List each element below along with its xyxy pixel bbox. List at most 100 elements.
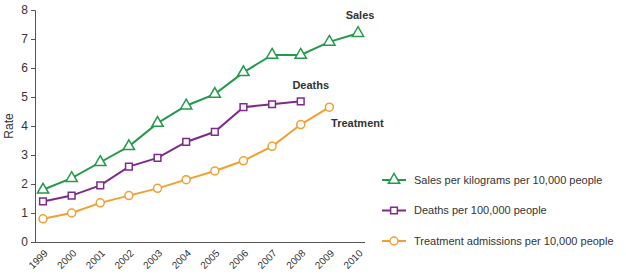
y-tick-mark [31, 242, 35, 243]
series-marker [152, 117, 163, 127]
series-marker [324, 35, 335, 45]
series-marker [269, 101, 276, 108]
y-tick-mark [31, 68, 35, 69]
x-tick: 2002 [112, 242, 136, 271]
x-tick: 2008 [284, 242, 308, 271]
y-tick-mark [31, 213, 35, 214]
y-tick-label: 3 [21, 148, 28, 162]
series-marker [268, 142, 276, 150]
y-tick: 6 [21, 61, 35, 75]
y-tick-mark [31, 10, 35, 11]
series-marker [68, 192, 75, 199]
legend-item: Deaths per 100,000 people [382, 204, 547, 216]
series-marker [154, 155, 161, 162]
series-marker [297, 121, 305, 129]
series-marker [295, 48, 306, 58]
legend-label: Sales per kilograms per 10,000 people [414, 174, 602, 186]
legend: Sales per kilograms per 10,000 people Dea… [382, 173, 614, 246]
x-tick: 2005 [198, 242, 222, 271]
series-marker [126, 163, 133, 170]
series-marker [68, 209, 76, 217]
series-marker [183, 139, 190, 146]
series-marker [123, 140, 134, 150]
x-tick-label: 2005 [198, 247, 222, 271]
x-tick-label: 2006 [227, 247, 251, 271]
y-tick-label: 7 [21, 32, 28, 46]
series-marker [297, 98, 304, 105]
series-marker [97, 182, 104, 189]
x-tick: 2003 [141, 242, 165, 271]
series-marker [125, 192, 133, 200]
series-marker [40, 198, 47, 205]
y-tick: 1 [21, 206, 35, 220]
y-tick: 2 [21, 177, 35, 191]
series-marker [154, 184, 162, 192]
series-line [43, 107, 329, 219]
x-tick-label: 2003 [141, 247, 165, 271]
x-tick: 2007 [255, 242, 279, 271]
x-tick-label: 2008 [284, 247, 308, 271]
legend-marker [390, 237, 398, 245]
y-tick-mark [31, 155, 35, 156]
series-marker [181, 99, 192, 109]
y-tick-mark [31, 39, 35, 40]
x-axis-line [35, 242, 365, 243]
series-marker [238, 66, 249, 76]
y-tick: 0 [21, 235, 35, 249]
y-tick-label: 0 [21, 235, 28, 249]
x-tick-label: 2004 [170, 247, 194, 271]
series-marker [352, 27, 363, 37]
series-marker [66, 172, 77, 182]
x-tick-label: 2002 [112, 247, 136, 271]
series-marker [211, 128, 218, 135]
legend-label: Deaths per 100,000 people [414, 204, 547, 216]
series-marker [209, 88, 220, 98]
x-tick: 2010 [341, 242, 365, 271]
x-tick-label: 2000 [55, 247, 79, 271]
series-marker [239, 157, 247, 165]
x-tick-label: 2010 [341, 247, 365, 271]
series-marker [182, 176, 190, 184]
series-line [43, 33, 358, 190]
y-tick: 8 [21, 3, 35, 17]
annotation: Sales [346, 9, 375, 21]
y-tick-label: 8 [21, 3, 28, 17]
annotation: Deaths [292, 79, 329, 91]
chart: 0123456781999200020012002200320042005200… [0, 0, 626, 279]
y-tick: 4 [21, 119, 35, 133]
y-tick-mark [31, 97, 35, 98]
y-tick-label: 4 [21, 119, 28, 133]
y-axis: 0 1 2 3 4 5 6 7 8 [21, 3, 35, 249]
y-tick-label: 2 [21, 177, 28, 191]
x-tick-label: 2001 [84, 247, 108, 271]
x-tick: 1999 [26, 242, 50, 271]
legend-item: Sales per kilograms per 10,000 people [382, 173, 602, 185]
x-tick-label: 1999 [26, 247, 50, 271]
plot-area [37, 27, 363, 223]
series-marker [325, 103, 333, 111]
x-axis: 1999200020012002200320042005200620072008… [26, 242, 365, 271]
y-tick: 7 [21, 32, 35, 46]
y-tick: 3 [21, 148, 35, 162]
y-tick: 5 [21, 90, 35, 104]
y-tick-mark [31, 126, 35, 127]
y-tick-label: 5 [21, 90, 28, 104]
series-marker [95, 156, 106, 166]
series-marker [266, 48, 277, 58]
annotation: Treatment [331, 117, 384, 129]
y-axis-line [31, 11, 36, 243]
legend-marker [388, 173, 399, 183]
legend-marker [391, 207, 398, 214]
x-tick: 2001 [84, 242, 108, 271]
series-marker [96, 199, 104, 207]
series-marker [37, 183, 48, 193]
x-tick: 2004 [170, 242, 194, 271]
y-axis-title: Rate [2, 113, 16, 139]
series-marker [240, 104, 247, 111]
y-tick-mark [31, 184, 35, 185]
y-tick-label: 1 [21, 206, 28, 220]
x-tick: 2009 [313, 242, 337, 271]
legend-label: Treatment admissions per 10,000 people [414, 235, 614, 247]
series-marker [39, 215, 47, 223]
x-tick: 2006 [227, 242, 251, 271]
